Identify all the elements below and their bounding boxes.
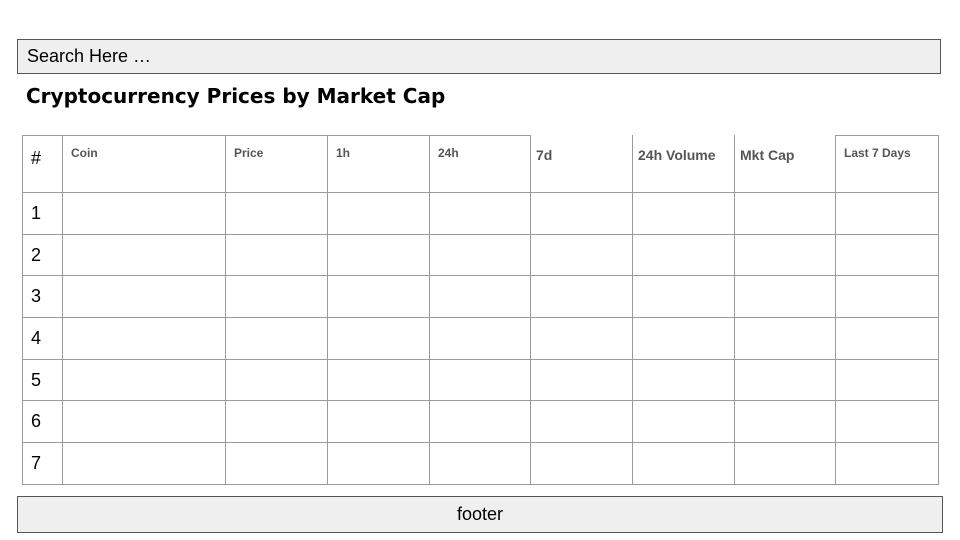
- table-row[interactable]: 5: [22, 358, 939, 402]
- footer-label: footer: [456, 504, 504, 524]
- table-row[interactable]: 1: [22, 192, 939, 235]
- row-1h-cell: [327, 275, 430, 319]
- row-coin-cell: [62, 233, 226, 277]
- table-row[interactable]: 2: [22, 233, 939, 277]
- row-last-7-days-cell: [835, 275, 939, 319]
- row-24h-volume-cell: [632, 400, 735, 444]
- row-24h-cell: [429, 275, 531, 319]
- column-header-1h[interactable]: 1h: [327, 135, 430, 193]
- coin-table: # Coin Price 1h 24h 7d 24h Volume Mkt Ca…: [22, 135, 939, 485]
- column-header-24h-volume[interactable]: 24h Volume: [632, 135, 735, 193]
- row-rank: 7: [22, 442, 63, 485]
- table-header-row: # Coin Price 1h 24h 7d 24h Volume Mkt Ca…: [22, 135, 939, 193]
- row-last-7-days-cell: [835, 442, 939, 485]
- row-7d-cell: [530, 275, 633, 319]
- row-mkt-cap-cell: [734, 275, 836, 319]
- row-7d-cell: [530, 400, 633, 444]
- row-7d-cell: [530, 358, 633, 402]
- row-24h-volume-cell: [632, 275, 735, 319]
- row-last-7-days-cell: [835, 358, 939, 402]
- row-24h-cell: [429, 317, 531, 360]
- row-rank: 1: [22, 192, 63, 235]
- row-24h-volume-cell: [632, 442, 735, 485]
- row-mkt-cap-cell: [734, 233, 836, 277]
- row-coin-cell: [62, 358, 226, 402]
- row-mkt-cap-cell: [734, 192, 836, 235]
- column-header-last-7-days[interactable]: Last 7 Days: [835, 135, 939, 193]
- row-24h-volume-cell: [632, 192, 735, 235]
- column-header-rank[interactable]: #: [22, 135, 63, 193]
- row-price-cell: [225, 317, 328, 360]
- table-row[interactable]: 4: [22, 317, 939, 360]
- row-1h-cell: [327, 442, 430, 485]
- row-rank: 6: [22, 400, 63, 444]
- row-7d-cell: [530, 317, 633, 360]
- footer: footer: [17, 496, 943, 533]
- row-1h-cell: [327, 400, 430, 444]
- row-1h-cell: [327, 192, 430, 235]
- row-coin-cell: [62, 400, 226, 444]
- row-24h-cell: [429, 233, 531, 277]
- column-header-24h[interactable]: 24h: [429, 135, 531, 193]
- row-1h-cell: [327, 233, 430, 277]
- row-7d-cell: [530, 192, 633, 235]
- row-last-7-days-cell: [835, 400, 939, 444]
- column-header-price[interactable]: Price: [225, 135, 328, 193]
- row-24h-volume-cell: [632, 317, 735, 360]
- row-coin-cell: [62, 442, 226, 485]
- row-24h-cell: [429, 442, 531, 485]
- row-rank: 2: [22, 233, 63, 277]
- row-coin-cell: [62, 192, 226, 235]
- row-7d-cell: [530, 442, 633, 485]
- row-1h-cell: [327, 358, 430, 402]
- row-7d-cell: [530, 233, 633, 277]
- row-rank: 5: [22, 358, 63, 402]
- row-1h-cell: [327, 317, 430, 360]
- row-rank: 4: [22, 317, 63, 360]
- row-price-cell: [225, 275, 328, 319]
- row-price-cell: [225, 400, 328, 444]
- column-header-coin[interactable]: Coin: [62, 135, 226, 193]
- row-price-cell: [225, 192, 328, 235]
- row-price-cell: [225, 233, 328, 277]
- row-mkt-cap-cell: [734, 358, 836, 402]
- row-last-7-days-cell: [835, 192, 939, 235]
- row-24h-volume-cell: [632, 233, 735, 277]
- row-last-7-days-cell: [835, 317, 939, 360]
- row-24h-cell: [429, 400, 531, 444]
- table-row[interactable]: 6: [22, 400, 939, 444]
- row-price-cell: [225, 442, 328, 485]
- page-title: Cryptocurrency Prices by Market Cap: [26, 84, 446, 108]
- column-header-mkt-cap[interactable]: Mkt Cap: [734, 135, 836, 193]
- column-header-7d[interactable]: 7d: [530, 135, 633, 193]
- row-coin-cell: [62, 317, 226, 360]
- search-input[interactable]: Search Here …: [17, 39, 941, 74]
- row-24h-volume-cell: [632, 358, 735, 402]
- row-24h-cell: [429, 358, 531, 402]
- table-row[interactable]: 3: [22, 275, 939, 319]
- row-price-cell: [225, 358, 328, 402]
- row-mkt-cap-cell: [734, 317, 836, 360]
- row-24h-cell: [429, 192, 531, 235]
- row-coin-cell: [62, 275, 226, 319]
- table-row[interactable]: 7: [22, 442, 939, 485]
- row-mkt-cap-cell: [734, 400, 836, 444]
- row-mkt-cap-cell: [734, 442, 836, 485]
- row-last-7-days-cell: [835, 233, 939, 277]
- row-rank: 3: [22, 275, 63, 319]
- search-placeholder: Search Here …: [27, 46, 152, 66]
